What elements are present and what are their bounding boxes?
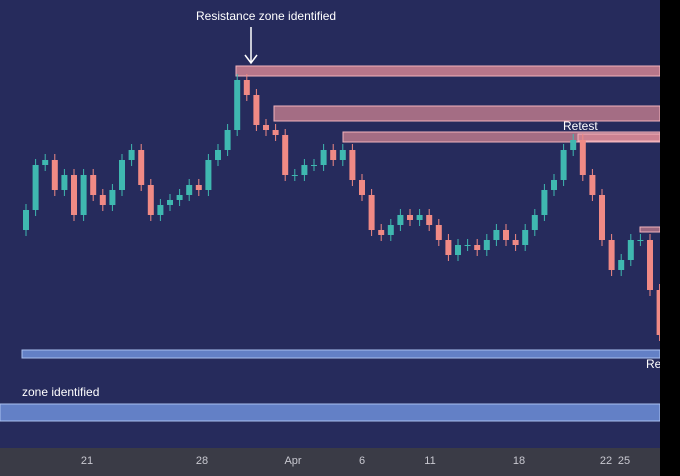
candle-body <box>541 190 548 215</box>
annotation: Re <box>646 357 662 371</box>
candle-body <box>291 175 298 176</box>
candle-body <box>627 240 634 260</box>
candle-body <box>90 175 97 195</box>
candle-body <box>656 290 663 335</box>
candle-body <box>522 230 529 245</box>
candle-body <box>234 80 241 130</box>
candle-body <box>253 95 260 125</box>
candle-body <box>531 215 538 230</box>
candle-body <box>61 175 68 190</box>
candle-body <box>416 215 423 220</box>
candle-body <box>570 140 577 150</box>
candle-body <box>483 240 490 250</box>
x-tick-label: 21 <box>81 455 93 467</box>
x-tick-label: 11 <box>424 455 435 467</box>
candle-body <box>474 245 481 250</box>
candle-body <box>42 160 49 165</box>
candle-body <box>282 135 289 175</box>
candle-body <box>330 150 337 160</box>
candle-body <box>397 215 404 225</box>
candle-body <box>599 195 605 240</box>
candle-body <box>551 180 557 190</box>
candle-body <box>637 240 644 241</box>
x-tick-label: 22 <box>600 455 612 467</box>
candle-body <box>215 150 221 160</box>
candle-body <box>109 190 116 205</box>
candle-body <box>387 225 394 235</box>
candle-body <box>435 225 442 240</box>
retest-zone <box>639 226 661 233</box>
x-tick-label: Apr <box>284 455 301 467</box>
candle-body <box>263 125 269 130</box>
candle-body <box>493 230 500 240</box>
x-axis: 21 28 Apr 6 11 18 22 25 <box>81 455 630 467</box>
candle-body <box>503 230 509 240</box>
x-tick-label: 25 <box>618 455 630 467</box>
candle-body <box>128 150 135 160</box>
candle-body <box>138 150 145 185</box>
annotation: zone identified <box>22 385 99 399</box>
candle-body <box>167 200 173 205</box>
candle-body <box>589 175 596 195</box>
candle-body <box>224 130 231 150</box>
candle-body <box>301 165 308 175</box>
candle-body <box>99 195 106 205</box>
candle-body <box>176 195 183 200</box>
candle-body <box>205 160 212 190</box>
x-tick-label: 6 <box>359 455 365 467</box>
candle-body <box>80 175 87 215</box>
candle-body <box>119 160 125 190</box>
candle-body <box>195 185 202 190</box>
candle-body <box>186 185 193 195</box>
annotation: Retest <box>563 119 598 133</box>
candle-body <box>579 140 586 175</box>
candle-body <box>512 240 519 245</box>
candle-body <box>272 130 279 135</box>
candle-body <box>320 150 327 165</box>
candles <box>23 74 663 341</box>
retest-zone <box>577 133 661 142</box>
candle-body <box>618 260 625 270</box>
candle-body <box>455 245 461 255</box>
annotation: Resistance zone identified <box>196 9 336 23</box>
candle-body <box>407 215 413 220</box>
candle-body <box>464 245 471 246</box>
candle-body <box>243 80 250 95</box>
candle-body <box>608 240 615 270</box>
candle-body <box>23 210 29 230</box>
candle-body <box>426 215 433 225</box>
candle-body <box>560 150 567 180</box>
candle-body <box>32 165 39 210</box>
candle-body <box>339 150 346 160</box>
candle-body <box>378 230 385 235</box>
x-tick-label: 28 <box>196 455 208 467</box>
candle-body <box>51 160 58 190</box>
arrow-head <box>244 54 258 65</box>
candle-body <box>359 180 365 195</box>
candle-body <box>157 205 164 215</box>
resistance-zone <box>273 105 661 122</box>
support-zone <box>21 349 661 359</box>
candle-body <box>349 150 356 180</box>
candle-body <box>445 240 452 255</box>
candle-body <box>71 175 77 215</box>
candle-body <box>311 165 317 166</box>
resistance-zone <box>235 65 661 77</box>
candle-body <box>647 240 653 290</box>
x-tick-label: 18 <box>513 455 525 467</box>
support-zone <box>0 403 661 422</box>
right-edge <box>660 0 680 476</box>
candle-body <box>368 195 375 230</box>
candle-body <box>147 185 154 215</box>
x-axis-bar <box>0 448 680 476</box>
